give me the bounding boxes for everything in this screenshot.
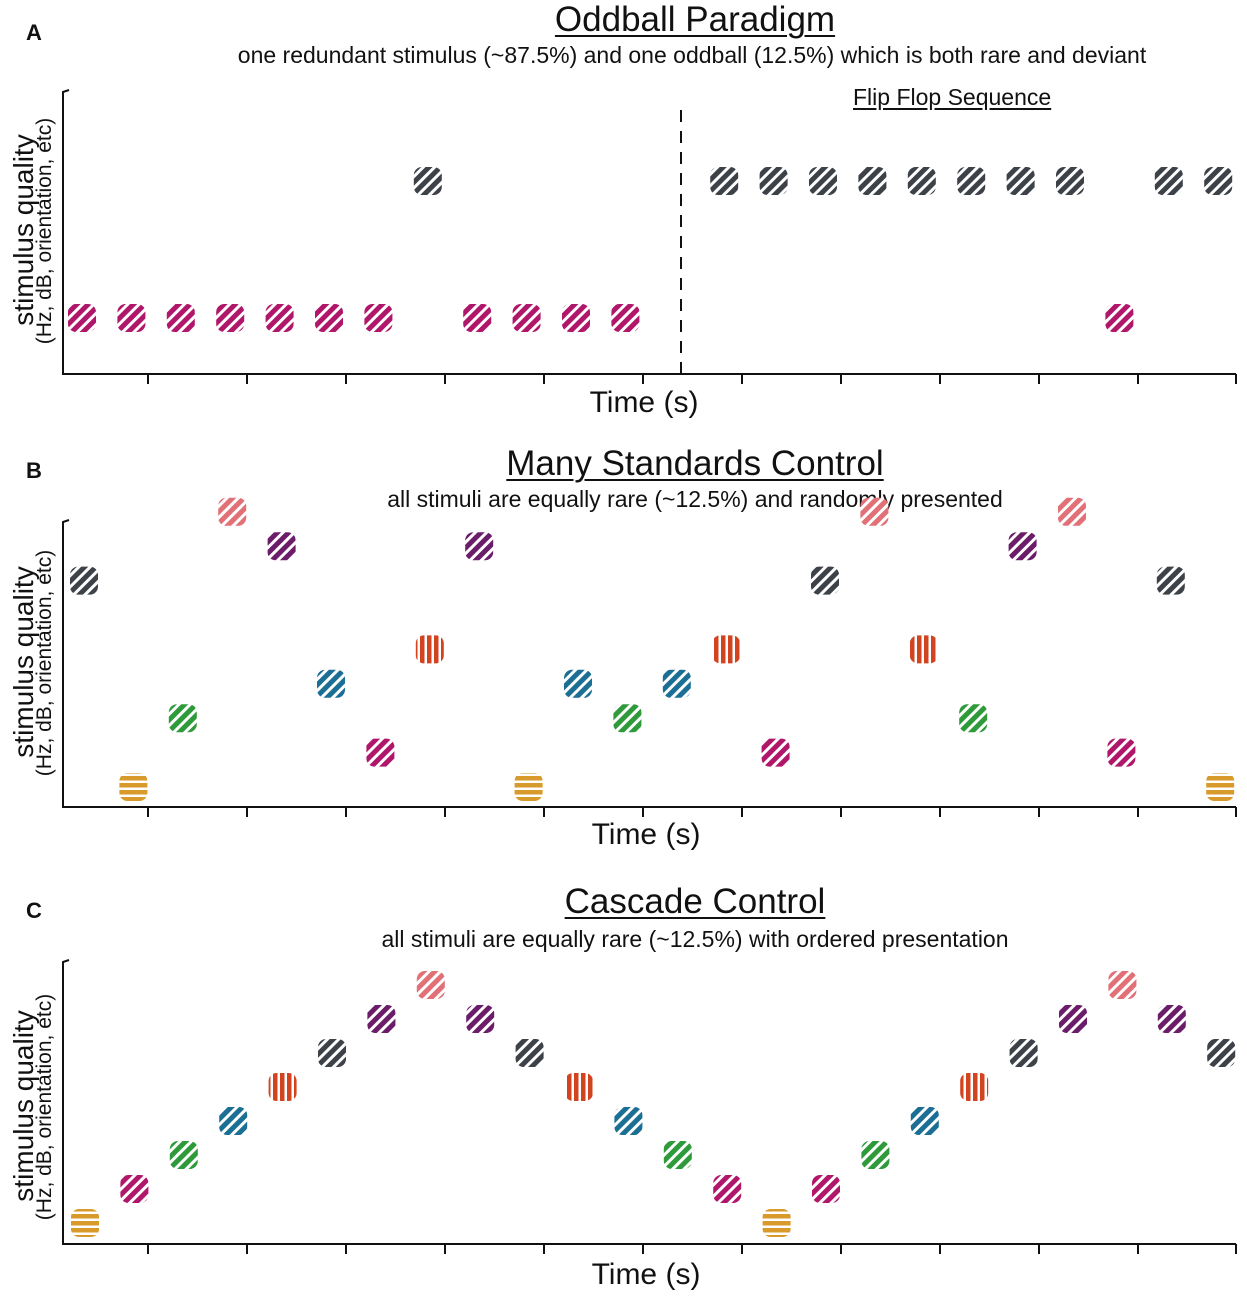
stimulus-marker [811, 566, 839, 595]
stimulus-marker [119, 773, 148, 801]
stimulus-marker [861, 1141, 890, 1169]
stimulus-marker [267, 532, 296, 561]
panel-letter: B [26, 458, 42, 483]
stimulus-marker [713, 1175, 742, 1203]
stimulus-marker [318, 1039, 346, 1067]
stimulus-marker [759, 167, 788, 195]
stimulus-marker [909, 635, 938, 664]
x-axis-label: Time (s) [591, 1258, 701, 1291]
stimulus-marker [662, 669, 691, 698]
stimulus-marker [959, 704, 988, 733]
stimulus-marker [268, 1073, 297, 1101]
panel-a: A Oddball Paradigm one redundant stimulu… [0, 0, 1247, 430]
panel-subtitle: all stimuli are equally rare (~12.5%) wi… [381, 926, 1009, 952]
panel-letter: A [26, 20, 42, 45]
stimulus-marker [1056, 167, 1084, 195]
stimulus-marker [910, 1107, 939, 1135]
panel-letter: C [26, 898, 42, 923]
stimulus-marker [1204, 167, 1233, 195]
stimulus-marker [120, 1175, 149, 1203]
stimulus-marker [117, 304, 146, 332]
stimulus-marker [218, 497, 247, 526]
stimulus-marker [216, 304, 245, 332]
stimulus-marker [465, 532, 494, 561]
stimulus-marker [315, 304, 343, 332]
stimulus-marker [1156, 566, 1185, 595]
stimulus-marker [514, 773, 543, 801]
stimulus-marker [265, 304, 294, 332]
stimulus-marker [166, 304, 195, 332]
stimulus-marker [1059, 1005, 1087, 1033]
stimulus-marker [413, 167, 442, 195]
stimulus-marker [1058, 497, 1086, 526]
stimulus-marker [1154, 167, 1183, 195]
stimulus-marker [710, 167, 739, 195]
stimulus-marker [68, 304, 96, 332]
stimulus-marker [960, 1073, 989, 1101]
stimulus-marker [907, 167, 936, 195]
stimulus-marker [70, 566, 98, 595]
stimulus-marker [317, 669, 345, 698]
stimulus-marker [219, 1107, 248, 1135]
stimulus-marker [712, 635, 741, 664]
stimulus-marker [1108, 971, 1137, 999]
stimulus-marker [512, 304, 541, 332]
stimulus-marker [416, 971, 445, 999]
stimulus-marker [168, 704, 197, 733]
panel-c: C Cascade Control all stimuli are equall… [0, 878, 1247, 1300]
stimulus-marker [1105, 304, 1134, 332]
axis-line [62, 89, 1236, 375]
stimulus-marker [1008, 532, 1037, 561]
stimulus-marker [364, 304, 393, 332]
stimulus-marker [957, 167, 986, 195]
x-axis-label: Time (s) [591, 818, 701, 851]
stimulus-marker [366, 738, 395, 767]
panel-title: Oddball Paradigm [554, 0, 836, 39]
stimulus-marker [1157, 1005, 1186, 1033]
flip-flop-label: Flip Flop Sequence [853, 84, 1052, 110]
stimulus-marker [1009, 1039, 1038, 1067]
stimulus-marker [169, 1141, 198, 1169]
panel-title: Cascade Control [564, 882, 826, 921]
stimulus-marker [463, 304, 492, 332]
plot-area [62, 959, 1237, 1254]
stimulus-marker [415, 635, 444, 664]
stimulus-marker [466, 1005, 495, 1033]
stimulus-marker [515, 1039, 544, 1067]
stimulus-marker [367, 1005, 396, 1033]
stimulus-marker [860, 497, 889, 526]
stimulus-marker [1107, 738, 1136, 767]
stimulus-marker [614, 1107, 643, 1135]
stimulus-marker [858, 167, 887, 195]
stimulus-marker [1206, 773, 1235, 801]
axis-line [62, 519, 1236, 808]
panel-title: Many Standards Control [506, 444, 884, 483]
stimulus-marker [562, 304, 590, 332]
stimulus-marker [761, 738, 790, 767]
x-axis-label: Time (s) [589, 386, 699, 419]
stimulus-marker [1207, 1039, 1236, 1067]
stimulus-marker [565, 1073, 593, 1101]
stimulus-marker [663, 1141, 692, 1169]
stimulus-marker [564, 669, 592, 698]
stimulus-marker [613, 704, 642, 733]
stimulus-marker [812, 1175, 840, 1203]
stimulus-marker [611, 304, 640, 332]
plot-area [62, 89, 1237, 384]
stimulus-marker [762, 1209, 791, 1237]
stimulus-marker [71, 1209, 99, 1237]
panel-subtitle: all stimuli are equally rare (~12.5%) an… [387, 486, 1003, 512]
panel-subtitle: one redundant stimulus (~87.5%) and one … [237, 42, 1147, 68]
plot-area [62, 497, 1237, 817]
axis-line [62, 959, 1236, 1245]
stimulus-marker [1006, 167, 1035, 195]
stimulus-marker [809, 167, 837, 195]
panel-b: B Many Standards Control all stimuli are… [0, 440, 1247, 860]
